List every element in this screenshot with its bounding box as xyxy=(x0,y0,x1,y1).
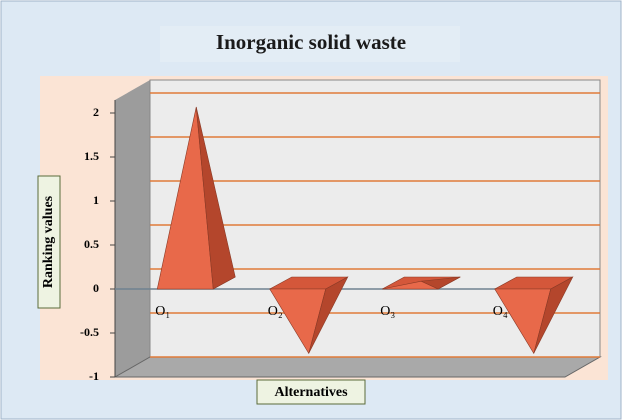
y-axis-title: Ranking values xyxy=(41,195,56,288)
pyramid xyxy=(382,276,461,290)
title-box xyxy=(160,26,460,62)
y-tick-label: -0.5 xyxy=(80,325,99,339)
side-wall xyxy=(115,80,150,377)
x-tick-label: O₁ xyxy=(155,304,170,319)
floor xyxy=(113,356,602,378)
y-tick-label: 0 xyxy=(93,281,99,295)
x-axis-title: Alternatives xyxy=(274,385,348,400)
y-tick-label: 0.5 xyxy=(84,237,99,251)
pyramid xyxy=(494,276,574,355)
pyramid xyxy=(269,276,349,355)
y-tick-label: 2 xyxy=(93,105,99,119)
y-tick-label: -1 xyxy=(89,369,99,383)
x-tick-label: O₂ xyxy=(268,304,283,319)
pyramid-side xyxy=(308,276,349,354)
y-tick-label: 1.5 xyxy=(84,149,99,163)
pyramid xyxy=(156,106,236,290)
x-tick-label: O₃ xyxy=(380,304,395,319)
x-label-box xyxy=(256,379,366,405)
chart-title: Inorganic solid waste xyxy=(216,30,406,54)
pyramid-side xyxy=(195,106,236,290)
pyramid-side xyxy=(420,276,461,290)
pyramid-side xyxy=(533,276,574,354)
x-tick-label: O₄ xyxy=(493,304,508,319)
y-tick-label: 1 xyxy=(93,193,99,207)
y-label-box xyxy=(37,175,61,309)
